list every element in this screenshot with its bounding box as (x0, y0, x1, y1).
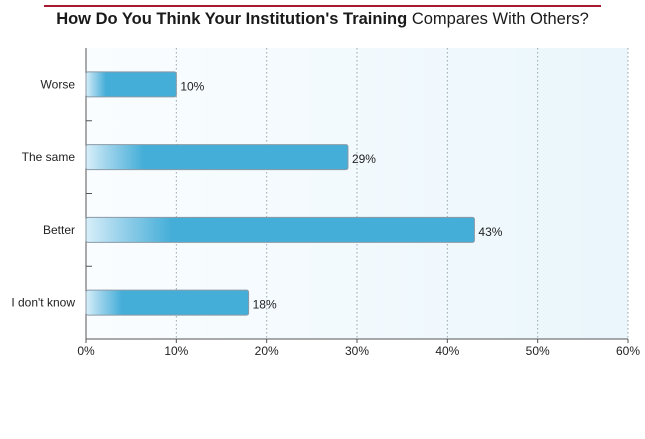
x-tick-label: 10% (164, 344, 188, 358)
data-label: 18% (253, 298, 277, 312)
bars (85, 71, 475, 316)
category-label: Worse (41, 77, 76, 91)
x-tick-label: 0% (77, 344, 95, 358)
data-label: 10% (180, 79, 204, 93)
category-label: The same (22, 150, 76, 164)
bar (85, 71, 177, 98)
category-label: I don't know (11, 296, 75, 310)
x-tick-label: 30% (345, 344, 369, 358)
chart-title-bold: How Do You Think Your Institution's Trai… (56, 10, 408, 28)
bar (85, 289, 250, 316)
chart-title: How Do You Think Your Institution's Trai… (0, 10, 645, 29)
data-label: 43% (478, 225, 502, 239)
title-rule (44, 5, 601, 7)
category-label: Better (43, 223, 75, 237)
x-tick-label: 20% (255, 344, 279, 358)
x-tick-label: 40% (435, 344, 459, 358)
bar (85, 216, 475, 243)
x-tick-label: 50% (526, 344, 550, 358)
bar (85, 144, 349, 171)
data-label: 29% (352, 152, 376, 166)
labels: 0% 10% 20% 30% 40% 50% 60% Worse 10% The same 29% B… (11, 77, 640, 358)
chart-title-light: Compares With Others? (411, 10, 589, 28)
x-tick-label: 60% (616, 344, 640, 358)
